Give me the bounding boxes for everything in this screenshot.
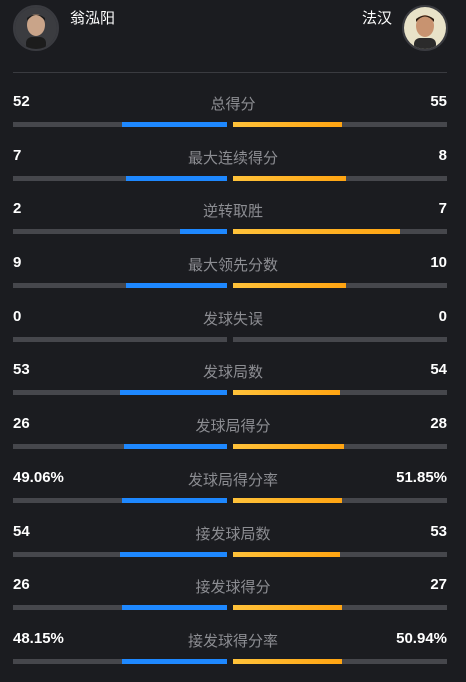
stat-row: 52 总得分 55 xyxy=(0,91,466,145)
stat-row: 48.15% 接发球得分率 50.94% xyxy=(0,628,466,682)
stat-right-value: 27 xyxy=(430,576,447,594)
stat-label: 发球失误 xyxy=(202,310,263,328)
stat-right-bar-track xyxy=(233,551,447,557)
stat-left-bar-track xyxy=(13,497,227,503)
stat-right-value: 51.85% xyxy=(396,468,447,486)
stat-left-bar-fill xyxy=(179,229,227,235)
stat-label: 接发球得分 xyxy=(195,579,271,597)
stat-right-value: 7 xyxy=(438,200,447,218)
player-right-photo-icon xyxy=(404,7,446,49)
stat-right-value: 53 xyxy=(430,522,447,540)
stat-label: 最大连续得分 xyxy=(187,149,278,167)
stat-label: 接发球得分率 xyxy=(187,632,278,650)
stat-left-value: 7 xyxy=(13,146,22,164)
stat-left-value: 52 xyxy=(13,93,30,110)
stat-row: 53 发球局数 54 xyxy=(0,359,466,413)
stat-left-bar-fill xyxy=(126,283,227,289)
header-divider xyxy=(13,72,447,73)
stat-right-value: 0 xyxy=(438,307,447,325)
stat-left-value: 48.15% xyxy=(13,629,64,647)
stat-right-bar-track xyxy=(233,229,447,235)
stat-row: 26 接发球得分 27 xyxy=(0,574,466,628)
stat-right-value: 50.94% xyxy=(396,629,447,647)
stat-row: 54 接发球局数 53 xyxy=(0,521,466,575)
stat-left-bar-fill xyxy=(120,390,227,396)
stat-right-bar-fill xyxy=(233,497,343,503)
stat-left-value: 26 xyxy=(13,415,30,433)
stat-left-value: 53 xyxy=(13,361,30,379)
stat-row: 7 最大连续得分 8 xyxy=(0,145,466,199)
stat-left-bar-fill xyxy=(122,122,227,127)
stat-left-value: 49.06% xyxy=(13,468,64,486)
stat-left-bar-track xyxy=(13,444,227,450)
stat-left-bar-track xyxy=(13,336,227,342)
stat-left-bar-track xyxy=(13,658,227,664)
player-right-avatar[interactable] xyxy=(402,5,448,51)
stat-right-bar-track xyxy=(233,390,447,396)
stat-right-bar-track xyxy=(233,336,447,342)
stat-left-bar-track xyxy=(13,551,227,557)
stat-right-value: 55 xyxy=(430,93,447,110)
stat-right-bar-track xyxy=(233,605,447,611)
stat-left-bar-fill xyxy=(122,497,227,503)
stat-row: 0 发球失误 0 xyxy=(0,306,466,360)
stat-left-bar-track xyxy=(13,390,227,396)
stat-right-value: 28 xyxy=(430,415,447,433)
stat-right-bar-fill xyxy=(233,444,345,450)
stat-left-value: 26 xyxy=(13,576,30,594)
stat-left-value: 54 xyxy=(13,522,30,540)
stat-right-bar-track xyxy=(233,658,447,664)
stat-right-value: 8 xyxy=(438,146,447,164)
stat-left-bar-fill xyxy=(124,444,227,450)
stat-row: 26 发球局得分 28 xyxy=(0,413,466,467)
stat-label: 发球局得分 xyxy=(195,418,271,436)
stat-label: 发球局得分率 xyxy=(187,471,278,489)
stat-right-bar-fill xyxy=(233,229,400,235)
stat-left-value: 9 xyxy=(13,254,22,272)
player-left-photo-icon xyxy=(15,7,57,49)
stat-row: 9 最大领先分数 10 xyxy=(0,252,466,306)
stat-label: 总得分 xyxy=(210,96,256,113)
stat-right-bar-fill xyxy=(233,122,343,127)
stat-left-value: 2 xyxy=(13,200,22,218)
player-right-name[interactable]: 法汉 xyxy=(361,10,392,27)
stat-right-bar-track xyxy=(233,444,447,450)
stat-right-bar-track xyxy=(233,122,447,127)
stat-label: 接发球局数 xyxy=(195,525,271,543)
stat-label: 最大领先分数 xyxy=(187,257,278,275)
stat-right-bar-track xyxy=(233,175,447,181)
stat-right-bar-fill xyxy=(233,175,347,181)
stat-left-bar-fill xyxy=(122,658,227,664)
stat-row: 49.06% 发球局得分率 51.85% xyxy=(0,467,466,521)
stat-label: 逆转取胜 xyxy=(202,203,263,221)
player-left-name[interactable]: 翁泓阳 xyxy=(70,10,116,27)
stat-right-bar-fill xyxy=(233,658,343,664)
stat-row: 2 逆转取胜 7 xyxy=(0,198,466,252)
stat-left-bar-fill xyxy=(122,605,227,611)
match-header: 翁泓阳 法汉 xyxy=(0,0,466,73)
stat-right-value: 54 xyxy=(430,361,447,379)
stat-left-bar-track xyxy=(13,605,227,611)
stat-label: 发球局数 xyxy=(202,364,263,382)
stat-left-bar-track xyxy=(13,175,227,181)
stat-left-value: 0 xyxy=(13,307,22,325)
stat-right-bar-fill xyxy=(233,390,340,396)
stat-right-bar-fill xyxy=(233,283,347,289)
stat-right-bar-fill xyxy=(233,551,340,557)
stat-left-bar-fill xyxy=(120,551,227,557)
stat-left-bar-track xyxy=(13,283,227,289)
stat-left-bar-track xyxy=(13,229,227,235)
stats-list: 52 总得分 55 7 最大连续得分 8 2 逆转取胜 7 9 最大领先分数 10 0 发球失误 0 53 发球… xyxy=(0,91,466,682)
player-left-avatar[interactable] xyxy=(13,5,59,51)
stat-right-value: 10 xyxy=(430,254,447,272)
stat-left-bar-track xyxy=(13,122,227,127)
stat-right-bar-track xyxy=(233,497,447,503)
stat-right-bar-fill xyxy=(233,605,343,611)
stat-right-bar-track xyxy=(233,283,447,289)
stat-left-bar-fill xyxy=(126,175,227,181)
